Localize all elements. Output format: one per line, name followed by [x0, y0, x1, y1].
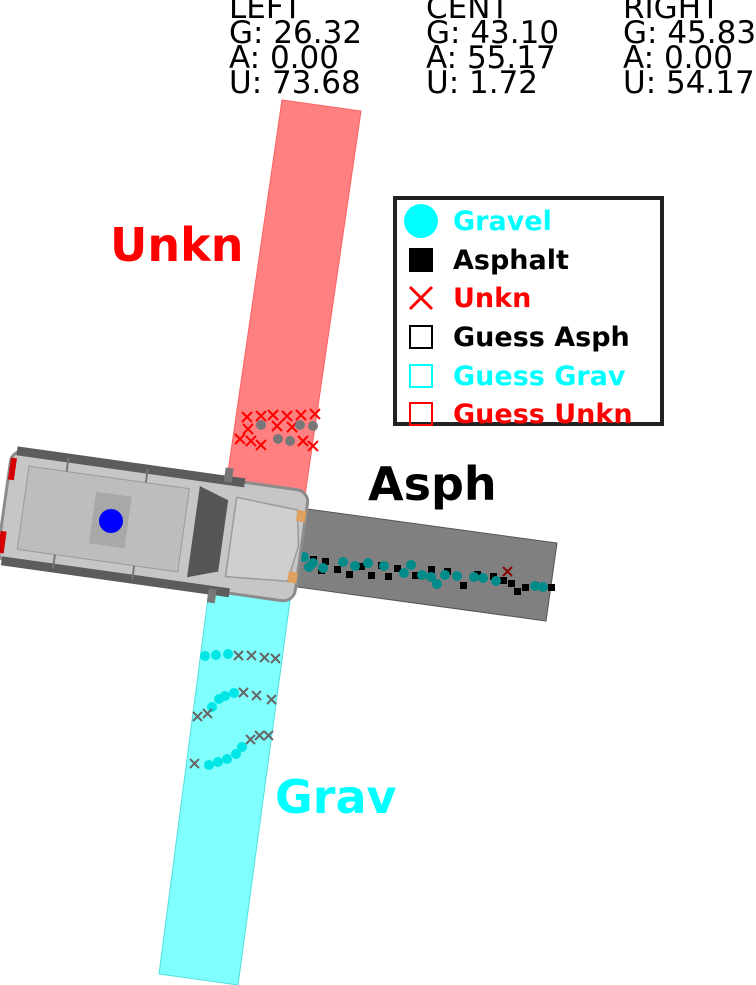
- legend-item-guess-asphalt: Guess Asph: [403, 319, 630, 355]
- legend-item-asphalt: Asphalt: [403, 242, 569, 278]
- suv-top-view-icon: [0, 446, 310, 604]
- legend: Gravel Asphalt Unkn Guess Asph Guess Gra…: [393, 196, 664, 430]
- right-region-label: Grav: [275, 770, 397, 824]
- right-strip-points: [189, 649, 281, 770]
- stats-right-asphalt: A: 0.00: [623, 40, 733, 76]
- stats-center-asphalt: A: 55.17: [426, 40, 556, 76]
- left-region-label: Unkn: [110, 218, 244, 272]
- stats-center: CENT G: 43.10 A: 55.17 U: 1.72: [426, 0, 560, 101]
- legend-item-unknown: Unkn: [403, 280, 531, 316]
- stats-center-unknown: U: 1.72: [426, 65, 539, 101]
- legend-label-guess-asphalt: Guess Asph: [453, 321, 630, 353]
- stats-left-gravel: G: 26.32: [229, 15, 363, 51]
- stats-left: LEFT G: 26.32 A: 0.00 U: 73.68: [229, 0, 363, 101]
- x-mark-icon: [403, 280, 439, 316]
- stats-right: RIGHT G: 45.83 A: 0.00 U: 54.17: [623, 0, 756, 101]
- stats-right-gravel: G: 45.83: [623, 15, 756, 51]
- filled-square-icon: [403, 242, 439, 278]
- right-region-strip: [158, 574, 293, 985]
- legend-item-gravel: Gravel: [403, 203, 552, 239]
- legend-label-unknown: Unkn: [453, 282, 532, 314]
- stats-right-unknown: U: 54.17: [623, 65, 755, 101]
- stats-center-gravel: G: 43.10: [426, 15, 560, 51]
- left-strip-points: [234, 408, 321, 452]
- center-region-label: Asph: [368, 457, 497, 511]
- stats-center-title: CENT: [426, 0, 510, 26]
- legend-label-guess-gravel: Guess Grav: [453, 360, 626, 392]
- legend-label-asphalt: Asphalt: [453, 244, 569, 276]
- legend-label-gravel: Gravel: [453, 205, 552, 237]
- legend-label-guess-unknown: Guess Unkn: [453, 398, 633, 430]
- legend-item-guess-unknown: Guess Unkn: [403, 396, 633, 432]
- blue-dot-icon: [99, 509, 123, 533]
- center-region-strip: [289, 507, 558, 622]
- stats-left-title: LEFT: [229, 0, 303, 26]
- left-region-strip: [220, 99, 362, 531]
- stats-left-unknown: U: 73.68: [229, 65, 361, 101]
- stats-left-asphalt: A: 0.00: [229, 40, 339, 76]
- hollow-square-icon: [403, 319, 439, 355]
- hollow-square-icon: [403, 358, 439, 394]
- filled-circle-icon: [403, 203, 439, 239]
- stats-right-title: RIGHT: [623, 0, 720, 26]
- legend-item-guess-gravel: Guess Grav: [403, 358, 626, 394]
- hollow-square-icon: [403, 396, 439, 432]
